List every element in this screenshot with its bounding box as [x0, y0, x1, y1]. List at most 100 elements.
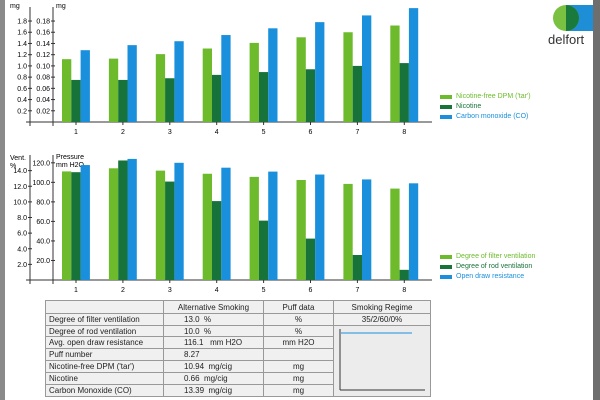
- bar-nicotine-free-dpm-tar-: [155, 54, 166, 123]
- bar-degree-of-filter-ventilation: [202, 173, 212, 280]
- alt-value: 8.27: [163, 348, 264, 362]
- legend-bottom: Degree of filter ventilation Degree of r…: [440, 252, 535, 282]
- bar-degree-of-filter-ventilation: [249, 176, 259, 280]
- x-tick-label: 4: [215, 129, 219, 136]
- bar-nicotine: [399, 63, 409, 122]
- row-label: Degree of rod ventilation: [45, 324, 164, 338]
- alt-value: 13.39 mg/cig: [163, 383, 264, 397]
- row-label: Puff number: [45, 348, 164, 362]
- x-tick-label: 1: [74, 129, 78, 136]
- bar-open-draw-resistance: [315, 174, 325, 280]
- regime-value: 35/2/60/0%: [333, 313, 431, 326]
- legend-item-rod-vent: Degree of rod ventilation: [440, 262, 535, 272]
- bar-nicotine: [118, 79, 128, 122]
- puff-value: mg: [263, 360, 334, 373]
- bar-carbon-monoxide-co-: [174, 41, 184, 122]
- bar-degree-of-filter-ventilation: [390, 188, 400, 280]
- right-tick-label: 0.10: [36, 63, 50, 70]
- left-axis-label: Vent.: [10, 155, 26, 162]
- legend-item-tar: Nicotine-free DPM ('tar'): [440, 92, 531, 102]
- bar-open-draw-resistance: [408, 183, 419, 280]
- bar-nicotine-free-dpm-tar-: [108, 58, 119, 122]
- left-tick-label: 4.0: [17, 246, 27, 253]
- bar-degree-of-filter-ventilation: [108, 168, 119, 280]
- left-tick-label: 10.0: [13, 199, 27, 206]
- bar-nicotine-free-dpm-tar-: [390, 25, 400, 123]
- bar-degree-of-filter-ventilation: [296, 180, 306, 280]
- x-tick-label: 3: [168, 287, 172, 294]
- table-row: Nicotine-free DPM ('tar') 10.94 mg/cig mg: [45, 360, 431, 373]
- bar-nicotine: [258, 72, 269, 122]
- bar-degree-of-rod-ventilation: [71, 172, 81, 280]
- left-tick-label: 6.0: [17, 231, 27, 238]
- puff-value: %: [263, 313, 334, 326]
- right-tick-label: 20.0: [36, 258, 50, 265]
- bar-carbon-monoxide-co-: [268, 28, 278, 122]
- scrollbar[interactable]: [593, 0, 600, 400]
- left-tick-label: 1.0: [17, 63, 27, 70]
- left-tick-label: 14.0: [13, 168, 27, 175]
- right-tick-label: 60.0: [36, 219, 50, 226]
- left-tick-label: 0.8: [17, 75, 27, 82]
- left-tick-label: 0.6: [17, 86, 27, 93]
- left-tick-label: 8.0: [17, 215, 27, 222]
- right-tick-label: 0.14: [36, 41, 50, 48]
- right-tick-label: 0.02: [36, 108, 50, 115]
- legend-top: Nicotine-free DPM ('tar') Nicotine Carbo…: [440, 92, 531, 122]
- bar-carbon-monoxide-co-: [127, 45, 137, 122]
- puff-value: [263, 348, 334, 362]
- bar-open-draw-resistance: [80, 165, 90, 280]
- legend-item-nicotine: Nicotine: [440, 102, 531, 112]
- right-axis-label: mg: [56, 3, 66, 10]
- right-tick-label: 0.08: [36, 75, 50, 82]
- results-table: Alternative Smoking Puff data Smoking Re…: [45, 300, 431, 397]
- right-tick-label: 0.18: [36, 19, 50, 26]
- window-left-edge: [0, 0, 5, 400]
- bar-carbon-monoxide-co-: [315, 22, 325, 123]
- legend-item-filter-vent: Degree of filter ventilation: [440, 252, 535, 262]
- bar-open-draw-resistance: [127, 158, 137, 280]
- bar-nicotine-free-dpm-tar-: [62, 59, 72, 122]
- alt-value: 0.66 mg/cig: [163, 371, 264, 385]
- right-tick-label: 40.0: [36, 238, 50, 245]
- header-regime: Smoking Regime: [333, 300, 431, 314]
- puff-value: mm H2O: [263, 336, 334, 350]
- row-label: Carbon Monoxide (CO): [45, 383, 164, 397]
- bar-degree-of-rod-ventilation: [212, 201, 222, 280]
- left-tick-label: 2.0: [17, 262, 27, 269]
- x-tick-label: 1: [74, 287, 78, 294]
- header-alt: Alternative Smoking: [163, 300, 264, 314]
- bar-nicotine: [71, 79, 81, 122]
- left-tick-label: 0.2: [17, 108, 27, 115]
- right-tick-label: 120.0: [32, 160, 50, 167]
- bar-degree-of-rod-ventilation: [352, 255, 362, 280]
- bar-carbon-monoxide-co-: [408, 8, 419, 123]
- x-tick-label: 6: [309, 129, 313, 136]
- right-axis-unit: mm H2O: [56, 162, 85, 169]
- regime-plot: [333, 324, 431, 397]
- alt-value: 10.94 mg/cig: [163, 360, 264, 373]
- left-tick-label: 1.6: [17, 30, 27, 37]
- right-tick-label: 0.06: [36, 86, 50, 93]
- bar-degree-of-rod-ventilation: [399, 269, 409, 280]
- x-tick-label: 5: [262, 287, 266, 294]
- left-tick-label: 12.0: [13, 184, 27, 191]
- bar-nicotine: [212, 74, 222, 122]
- bar-degree-of-rod-ventilation: [258, 220, 269, 280]
- alt-value: 13.0 %: [163, 313, 264, 326]
- x-tick-label: 7: [355, 287, 359, 294]
- bar-open-draw-resistance: [362, 179, 372, 280]
- alt-value: 10.0 %: [163, 324, 264, 338]
- table-row: Avg. open draw resistance 116.1 mm H2O mm …: [45, 336, 431, 350]
- bar-degree-of-rod-ventilation: [165, 181, 175, 280]
- left-tick-label: 1.8: [17, 19, 27, 26]
- x-tick-label: 8: [402, 287, 406, 294]
- row-label: Nicotine-free DPM ('tar'): [45, 360, 164, 373]
- table-row: Nicotine 0.66 mg/cig mg: [45, 371, 431, 385]
- right-tick-label: 100.0: [32, 180, 50, 187]
- header-puff: Puff data: [263, 300, 334, 314]
- table-row: Degree of filter ventilation 13.0 %% 35/2/…: [45, 313, 431, 326]
- bar-nicotine-free-dpm-tar-: [202, 48, 212, 123]
- right-tick-label: 0.04: [36, 97, 50, 104]
- right-tick-label: 0.12: [36, 52, 50, 59]
